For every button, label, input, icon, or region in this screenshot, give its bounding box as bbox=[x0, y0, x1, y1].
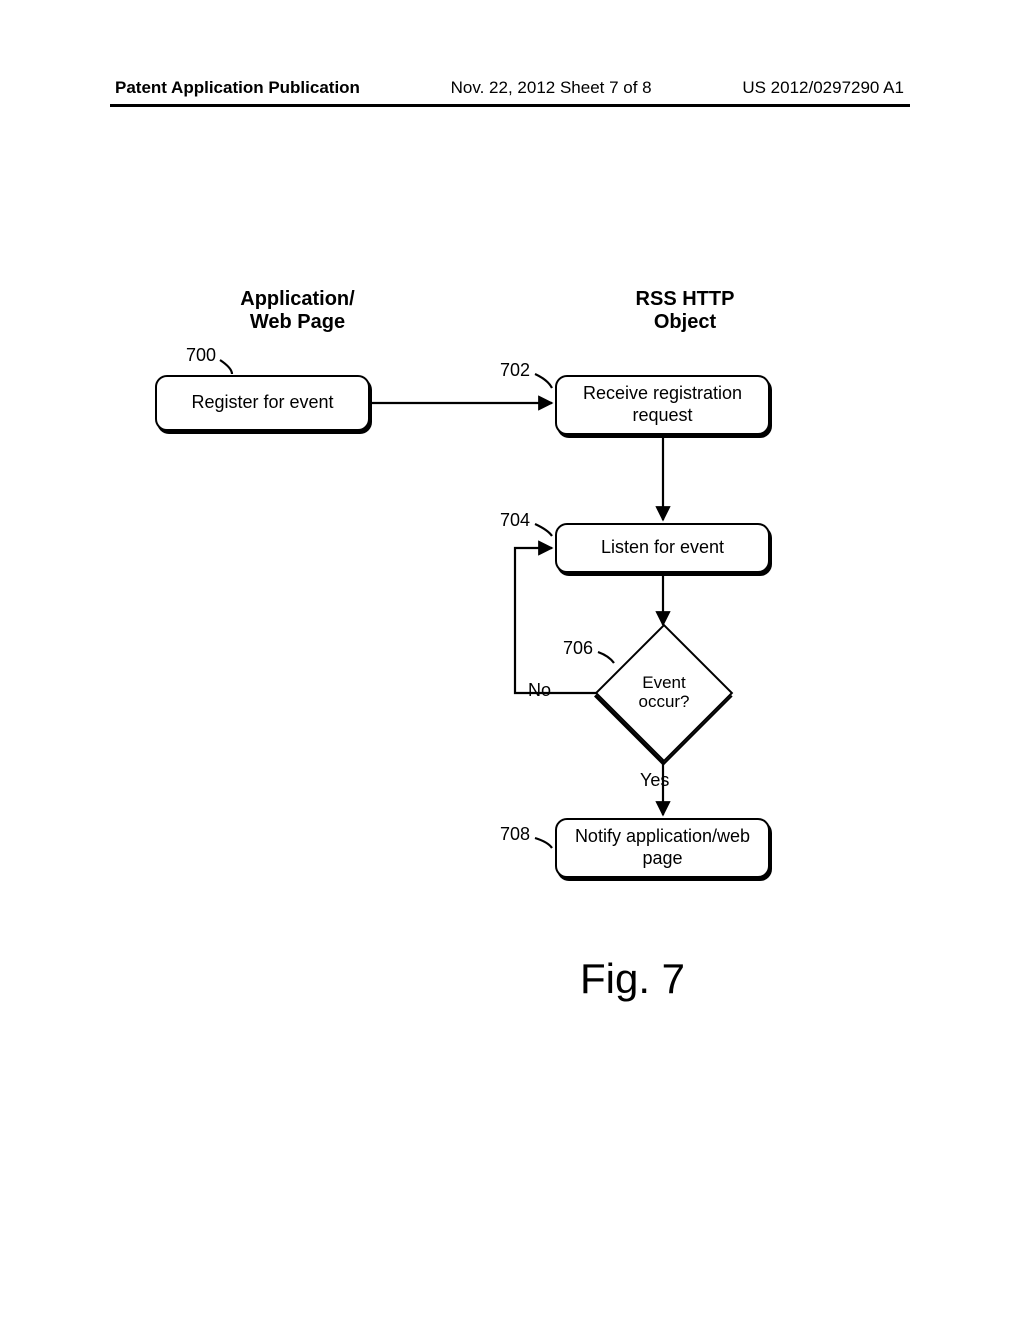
ref-706: 706 bbox=[563, 638, 593, 659]
node-704: Listen for event bbox=[555, 523, 770, 573]
connector-overlay bbox=[0, 0, 1024, 1320]
node-708: Notify application/webpage bbox=[555, 818, 770, 878]
figure-caption: Fig. 7 bbox=[580, 955, 685, 1003]
node-700: Register for event bbox=[155, 375, 370, 431]
right-column-header: RSS HTTPObject bbox=[610, 288, 760, 334]
node-702-label: Receive registrationrequest bbox=[583, 383, 742, 426]
patent-header: Patent Application Publication Nov. 22, … bbox=[0, 78, 1024, 98]
header-left: Patent Application Publication bbox=[115, 78, 360, 98]
ref-700: 700 bbox=[186, 345, 216, 366]
header-rule bbox=[110, 104, 910, 107]
edge-no-label: No bbox=[528, 680, 551, 701]
ref-708: 708 bbox=[500, 824, 530, 845]
header-middle: Nov. 22, 2012 Sheet 7 of 8 bbox=[451, 78, 652, 98]
node-706-label: Eventoccur? bbox=[604, 674, 724, 711]
ref-702: 702 bbox=[500, 360, 530, 381]
node-700-label: Register for event bbox=[191, 392, 333, 414]
page: Patent Application Publication Nov. 22, … bbox=[0, 0, 1024, 1320]
edge-yes-label: Yes bbox=[640, 770, 669, 791]
node-702: Receive registrationrequest bbox=[555, 375, 770, 435]
node-708-label: Notify application/webpage bbox=[575, 826, 750, 869]
left-column-header: Application/Web Page bbox=[215, 288, 380, 334]
header-right: US 2012/0297290 A1 bbox=[742, 78, 904, 98]
node-704-label: Listen for event bbox=[601, 537, 724, 559]
ref-704: 704 bbox=[500, 510, 530, 531]
